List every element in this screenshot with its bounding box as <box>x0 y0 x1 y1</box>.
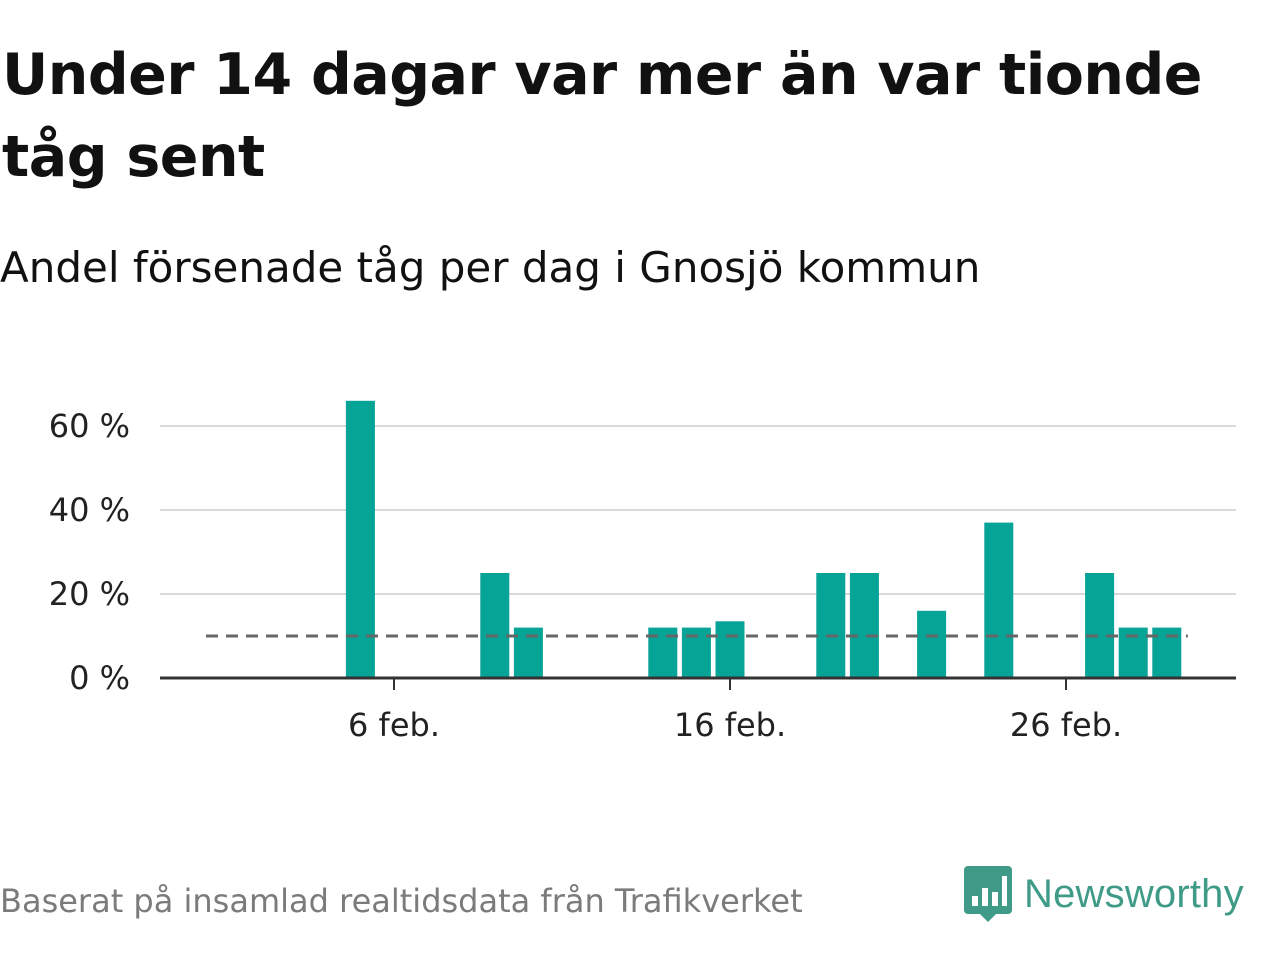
bar <box>715 621 745 678</box>
bar <box>345 400 375 678</box>
bar <box>1085 573 1115 678</box>
y-tick-label: 0 % <box>69 659 130 697</box>
brand-logo: Newsworthy <box>962 862 1244 926</box>
x-tick-label: 26 feb. <box>1010 706 1122 744</box>
bar <box>480 573 510 678</box>
y-tick-label: 60 % <box>49 407 130 445</box>
x-tick-label: 6 feb. <box>348 706 440 744</box>
bar-chart: 0 % 20 % 40 % 60 % 6 feb. 16 feb. 26 feb. <box>49 400 1236 744</box>
chart-subtitle: Andel försenade tåg per dag i Gnosjö kom… <box>0 243 981 292</box>
source-note: Baserat på insamlad realtidsdata från Tr… <box>0 882 803 920</box>
bar <box>816 573 846 678</box>
y-tick-label: 20 % <box>49 575 130 613</box>
y-tick-label: 40 % <box>49 491 130 529</box>
bar <box>984 522 1014 678</box>
x-tick-label: 16 feb. <box>674 706 786 744</box>
chart-title: Under 14 dagar var mer än var tionde tåg… <box>2 42 1202 190</box>
brand-name: Newsworthy <box>1024 871 1244 916</box>
newsworthy-icon <box>964 866 1012 922</box>
bar <box>917 610 947 678</box>
bar <box>849 573 879 678</box>
